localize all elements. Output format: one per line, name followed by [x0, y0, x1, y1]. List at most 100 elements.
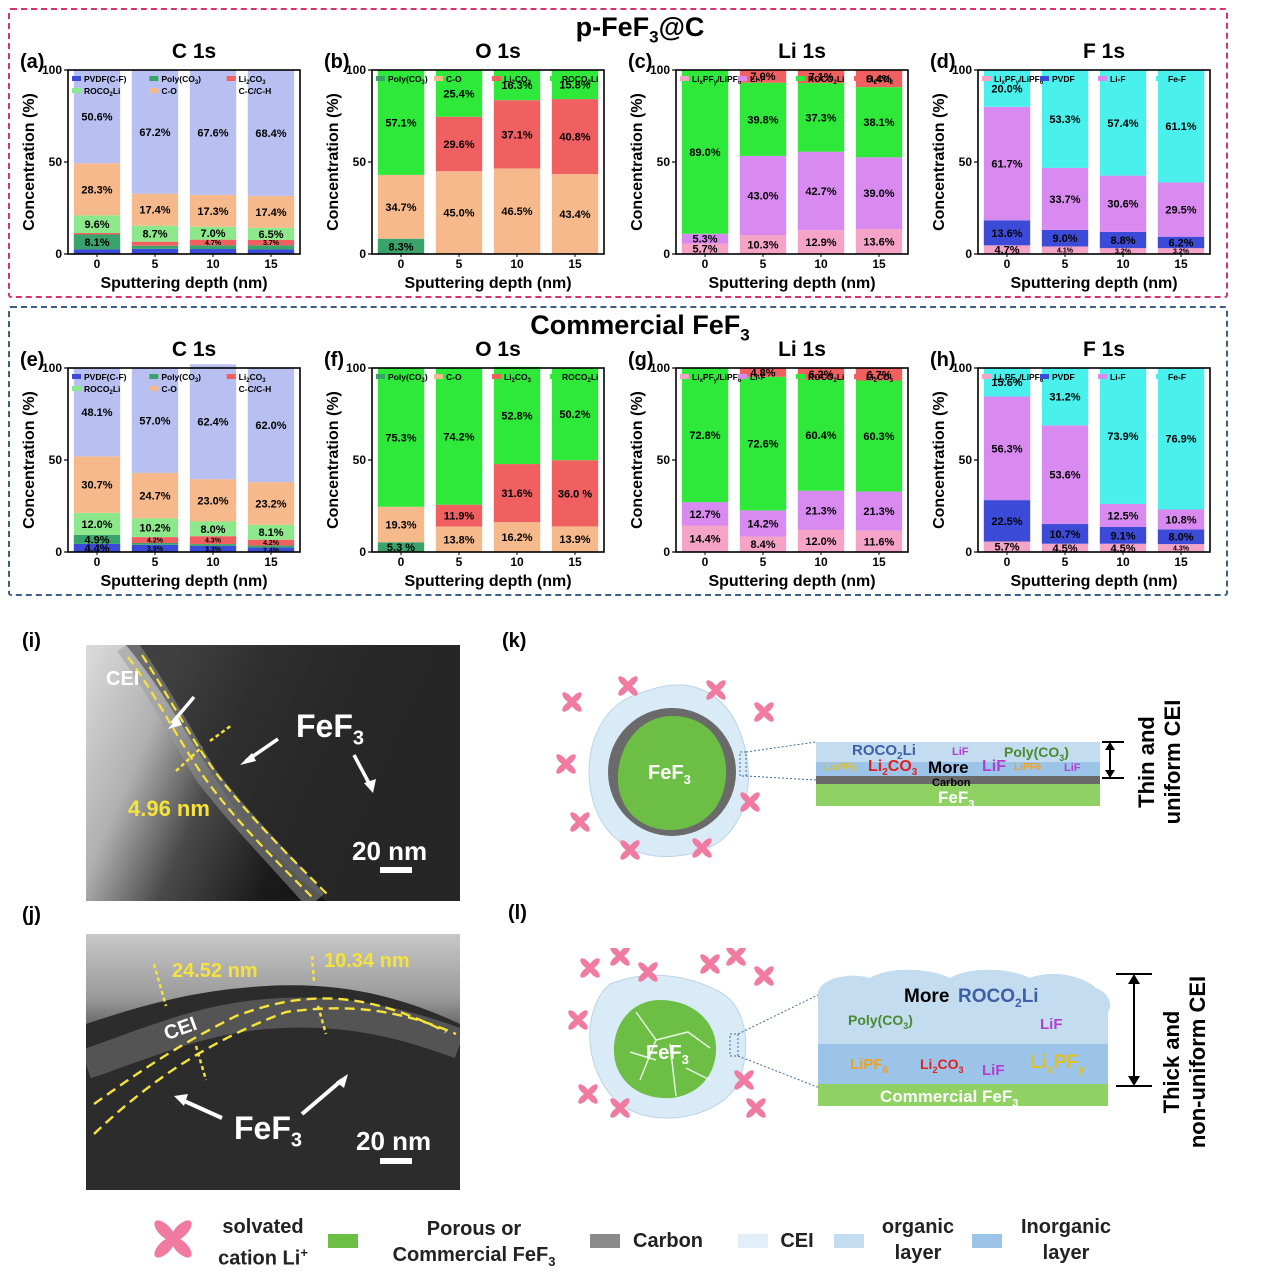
- bar-segment: [493, 366, 541, 465]
- data-label: 17.3%: [197, 206, 228, 218]
- bar-segment: [189, 536, 237, 545]
- bar-segment: [855, 157, 903, 229]
- y-tick-label: 50: [353, 155, 367, 169]
- schematic-k-lixpfy: LixPFy: [824, 762, 857, 773]
- data-label: 3.2%: [1115, 249, 1132, 256]
- bar-segment: [73, 543, 121, 552]
- solvated-li-icon: [562, 692, 582, 712]
- chart-title: C 1s: [172, 338, 216, 361]
- schematic-l-more: More: [904, 986, 950, 1007]
- bar-segment: [681, 368, 729, 503]
- legend-entry: Li-F: [750, 372, 766, 382]
- legend-entry: Li2CO3: [239, 372, 267, 384]
- data-label: 57.4%: [1107, 118, 1138, 130]
- bar-segment: [189, 194, 237, 227]
- data-label: 50.6%: [81, 112, 112, 124]
- bar-segment: [797, 70, 845, 84]
- x-tick-label: 5: [152, 555, 159, 569]
- x-tick-label: 15: [1174, 257, 1188, 271]
- data-label: 8.0%: [1168, 532, 1193, 544]
- y-tick-label: 50: [657, 155, 671, 169]
- bar-segment: [855, 87, 903, 158]
- bar-segment: [189, 364, 237, 480]
- data-label: 15.6%: [991, 377, 1022, 389]
- data-label: 48.1%: [81, 407, 112, 419]
- data-label: 74.2%: [443, 431, 474, 443]
- bar-segment: [435, 368, 483, 505]
- solvated-li-icon: [620, 840, 640, 860]
- schematic-l-base: Commercial FeF3: [880, 1087, 1019, 1110]
- bar-segment: [797, 368, 845, 380]
- legend-swatch: [149, 386, 159, 391]
- solvated-li-icon: [754, 966, 774, 986]
- bar-segment: [377, 368, 425, 507]
- data-label: 4.3%: [1173, 546, 1190, 553]
- x-tick-label: 10: [206, 257, 220, 271]
- legend-entry: Li2CO3: [866, 372, 894, 384]
- data-label: 12.0%: [81, 519, 112, 531]
- bar-segment: [1041, 167, 1089, 230]
- data-label: 40.8%: [559, 132, 590, 144]
- bar-segment: [855, 530, 903, 552]
- y-axis-label: Concentration (%): [931, 391, 948, 529]
- y-axis-label: Concentration (%): [325, 93, 342, 231]
- bar-segment: [681, 233, 729, 244]
- bar-segment: [983, 220, 1031, 246]
- data-label: 30.7%: [81, 480, 112, 492]
- chart-title: Li 1s: [778, 40, 826, 63]
- bar-segment: [681, 243, 729, 254]
- solvated-li-icon: [706, 680, 726, 700]
- bar-segment: [739, 510, 787, 537]
- bar-segment: [247, 539, 295, 546]
- legend-swatch: [796, 76, 805, 81]
- y-axis-label: Concentration (%): [629, 391, 646, 529]
- x-tick-label: 15: [568, 555, 582, 569]
- bar-segment: [189, 239, 237, 246]
- bar-segment: [247, 195, 295, 228]
- data-label: 61.7%: [991, 159, 1022, 171]
- bar-segment: [435, 526, 483, 552]
- bar-segment: [247, 368, 295, 483]
- legend-swatch: [492, 374, 501, 379]
- x-tick-label: 10: [510, 257, 524, 271]
- legend-swatch: [376, 374, 385, 379]
- data-label: 3.9%: [147, 546, 164, 553]
- data-label: 9.6%: [84, 219, 109, 231]
- data-label: 17.4%: [255, 207, 286, 219]
- solvated-li-icon: [154, 1220, 192, 1258]
- legend-swatch: [149, 76, 159, 81]
- data-label: 16.3%: [501, 80, 532, 92]
- bar-segment: [739, 235, 787, 254]
- data-label: 39.8%: [747, 114, 778, 126]
- legend-entry: LixPFy/LiPF6: [994, 372, 1044, 384]
- x-tick-label: 0: [398, 257, 405, 271]
- schematic-l: [568, 948, 1152, 1119]
- y-tick-label: 0: [55, 545, 62, 559]
- bar-segment: [131, 542, 179, 545]
- legend-entry: LixPFy/LiPF6: [692, 74, 742, 86]
- data-label: 9.0%: [1052, 233, 1077, 245]
- schematic-k-roco2li: ROCO2Li: [852, 742, 916, 762]
- legend-entry: C-O: [161, 86, 177, 96]
- x-axis-label: Sputtering depth (nm): [100, 573, 267, 590]
- legend-swatch: [550, 374, 559, 379]
- data-label: 53.6%: [1049, 470, 1080, 482]
- legend-entry: Poly(CO3): [161, 74, 201, 86]
- data-label: 5.3 %: [387, 542, 415, 554]
- bar-segment: [435, 504, 483, 527]
- data-label: 57.1%: [385, 117, 416, 129]
- solvated-li-icon: [740, 792, 760, 812]
- data-label: 15.8%: [559, 79, 590, 91]
- schematic-k-lif2: LiF: [982, 758, 1006, 775]
- data-label: 10.3%: [747, 239, 778, 251]
- legend-entry: LixPFy/LiPF6: [994, 74, 1044, 86]
- y-axis-label: Concentration (%): [931, 93, 948, 231]
- tem-j-thickness-1: 24.52 nm: [172, 960, 258, 982]
- bar-segment: [1041, 246, 1089, 254]
- panel-label-g: (g): [628, 349, 654, 371]
- bar-segment: [551, 460, 599, 527]
- bar-segment: [855, 69, 903, 88]
- data-label: 57.0%: [139, 415, 170, 427]
- legend-swatch: [149, 374, 159, 379]
- bar-segment: [983, 70, 1031, 107]
